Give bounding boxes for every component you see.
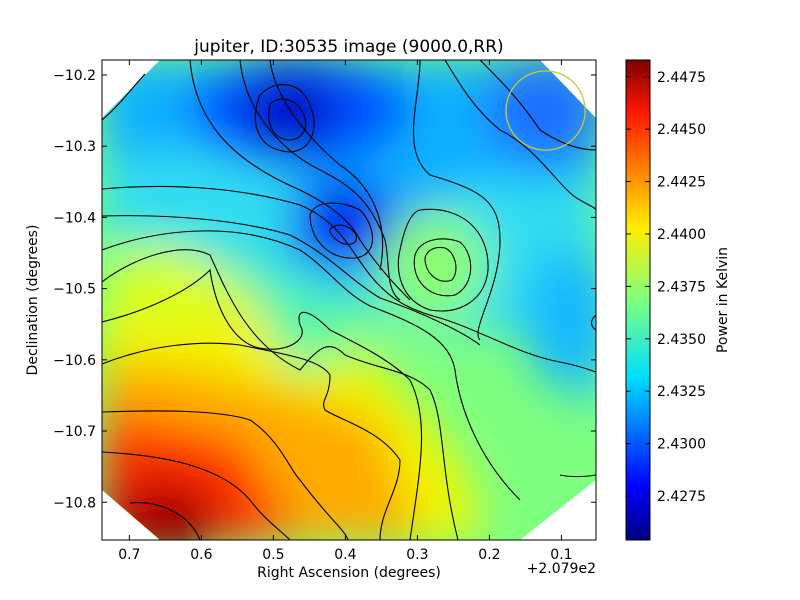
colorbar-tick-label: 2.4375 bbox=[657, 279, 706, 295]
colorbar-ticks: 2.4275 2.4300 2.4325 2.4350 2.4375 2.4400 2.44… bbox=[626, 70, 706, 505]
x-tick-label: 0.5 bbox=[262, 547, 284, 563]
contour-lines bbox=[102, 60, 596, 540]
colorbar-tick-label: 2.4400 bbox=[657, 227, 706, 243]
x-tick-label: 0.1 bbox=[550, 547, 572, 563]
x-axis-label: Right Ascension (degrees) bbox=[257, 565, 441, 581]
heatmap-image bbox=[102, 60, 596, 540]
colorbar-tick-label: 2.4475 bbox=[657, 70, 706, 86]
chart-title: jupiter, ID:30535 image (9000.0,RR) bbox=[193, 37, 503, 57]
y-tick-label: −10.8 bbox=[53, 495, 96, 511]
colorbar-label: Power in Kelvin bbox=[715, 247, 731, 353]
x-tick-label: 0.2 bbox=[478, 547, 500, 563]
x-tick-label: 0.6 bbox=[190, 547, 212, 563]
y-tick-label: −10.2 bbox=[53, 68, 96, 84]
y-axis: −10.2 −10.3 −10.4 −10.5 −10.6 −10.7 −10.8 bbox=[53, 68, 596, 511]
x-tick-label: 0.4 bbox=[334, 547, 356, 563]
colorbar-tick-label: 2.4350 bbox=[657, 332, 706, 348]
colorbar-tick-label: 2.4425 bbox=[657, 175, 706, 191]
y-axis-label: Declination (degrees) bbox=[25, 225, 41, 376]
colorbar: 2.4275 2.4300 2.4325 2.4350 2.4375 2.4400 2.44… bbox=[625, 59, 731, 541]
colorbar-tick-label: 2.4325 bbox=[657, 384, 706, 400]
y-tick-label: −10.6 bbox=[53, 353, 96, 369]
y-tick-label: −10.4 bbox=[53, 210, 96, 226]
y-tick-label: −10.7 bbox=[53, 424, 96, 440]
y-tick-label: −10.5 bbox=[53, 282, 96, 298]
x-axis-offset-label: +2.079e2 bbox=[527, 561, 596, 577]
plot-frame bbox=[101, 59, 597, 541]
colorbar-tick-label: 2.4275 bbox=[657, 489, 706, 505]
colorbar-gradient bbox=[625, 59, 651, 541]
colorbar-tick-label: 2.4450 bbox=[657, 122, 706, 138]
beam-circle bbox=[505, 70, 586, 151]
colorbar-tick-label: 2.4300 bbox=[657, 437, 706, 453]
x-tick-label: 0.3 bbox=[406, 547, 428, 563]
x-tick-label: 0.7 bbox=[118, 547, 140, 563]
y-tick-label: −10.3 bbox=[53, 139, 96, 155]
x-axis: 0.7 0.6 0.5 0.4 0.3 0.2 0.1 bbox=[118, 60, 573, 563]
